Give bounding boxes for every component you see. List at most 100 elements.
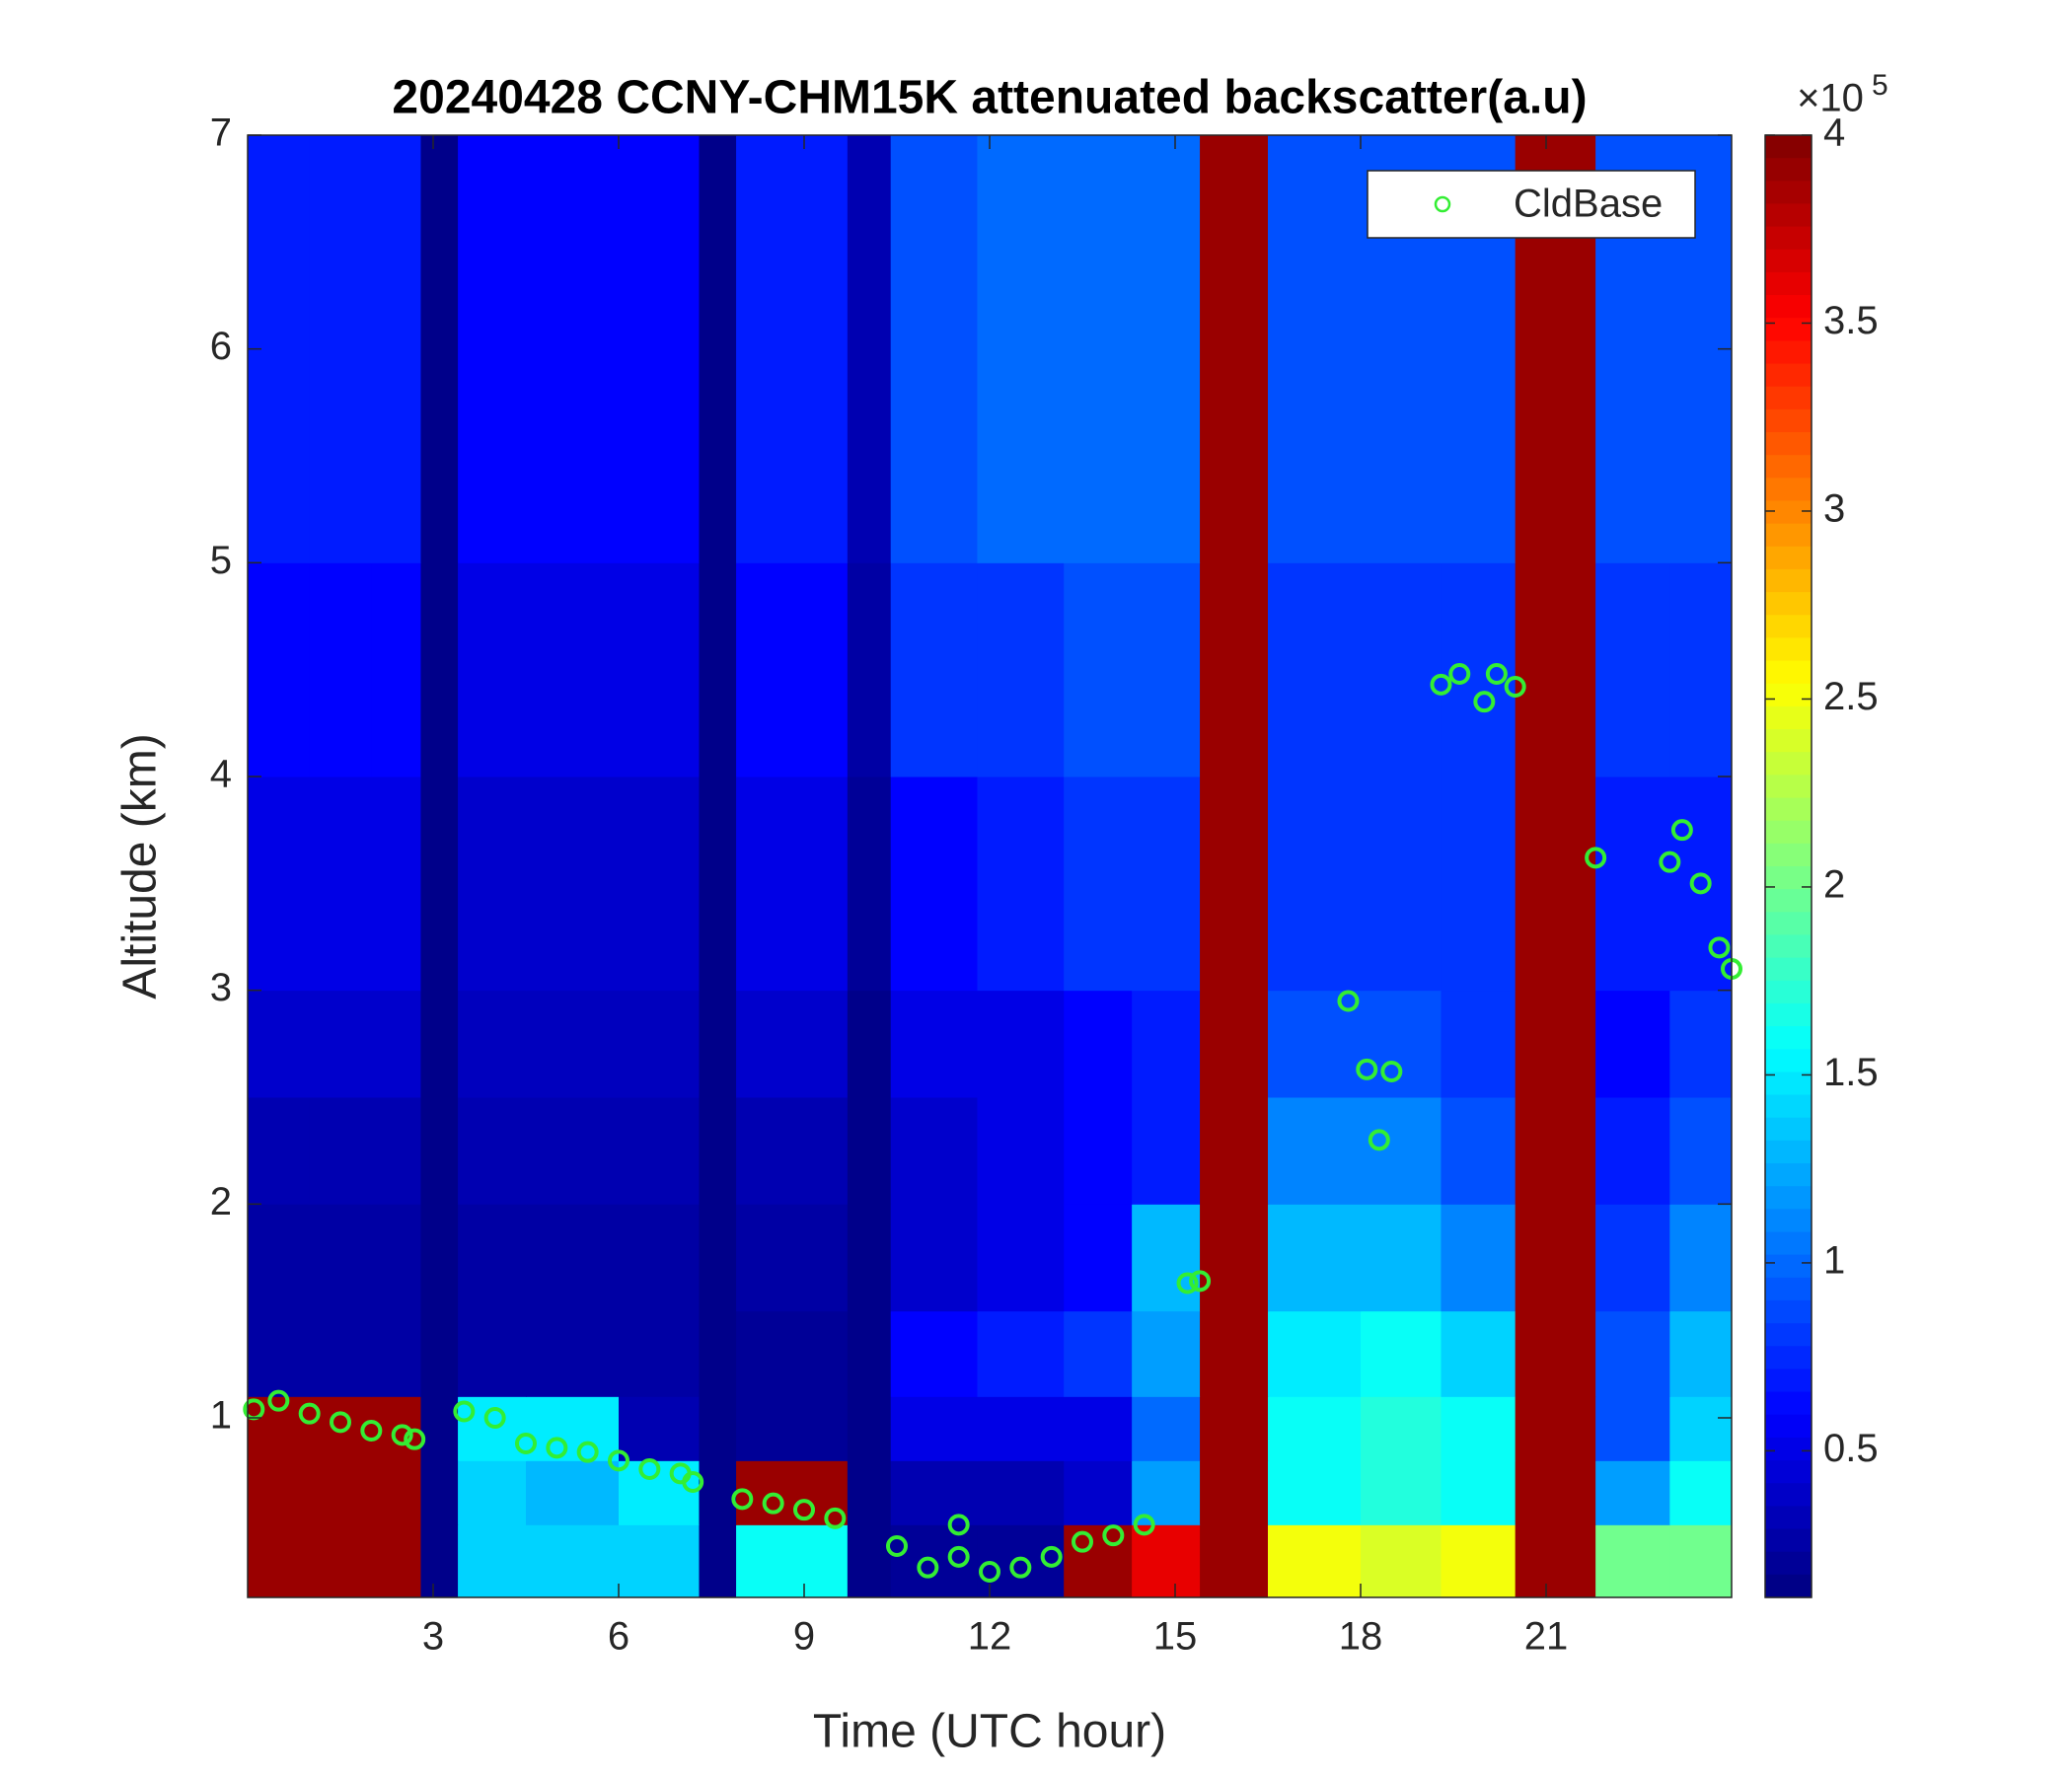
- colorbar-swatch: [1765, 271, 1812, 296]
- heatmap-cell: [458, 1204, 527, 1312]
- heatmap-cell: [977, 1204, 1065, 1312]
- heatmap-cell: [309, 562, 372, 777]
- heatmap-cell: [309, 1204, 372, 1312]
- colorbar-swatch: [1765, 1437, 1812, 1461]
- colorbar-swatch: [1765, 181, 1812, 205]
- colorbar-swatch: [1765, 1391, 1812, 1416]
- heatmap-cell: [736, 135, 849, 563]
- heatmap-cell: [890, 135, 978, 563]
- heatmap-cell: [977, 990, 1065, 1098]
- cloud-base-point: [453, 1400, 476, 1423]
- heatmap-cell: [458, 990, 527, 1098]
- heatmap-cell: [736, 1097, 849, 1205]
- x-tick-label: 6: [608, 1615, 629, 1659]
- heatmap-cell: [1595, 562, 1670, 777]
- colorbar-swatch: [1765, 637, 1812, 662]
- colorbar-swatch: [1765, 1094, 1812, 1119]
- colorbar-swatch: [1765, 340, 1812, 365]
- colorbar-swatch: [1765, 1574, 1812, 1598]
- y-tick-label: 2: [210, 1180, 232, 1223]
- colorbar-swatch: [1765, 523, 1812, 548]
- colorbar-swatch: [1765, 386, 1812, 410]
- heatmap-cell: [1515, 990, 1596, 1098]
- cloud-base-point: [762, 1492, 784, 1515]
- colorbar-swatch: [1765, 797, 1812, 822]
- heatmap-cell: [1515, 1204, 1596, 1312]
- heatmap-cell: [1064, 1204, 1133, 1312]
- heatmap-cell: [977, 562, 1065, 777]
- heatmap-cell: [371, 777, 421, 992]
- heatmap-cell: [619, 777, 700, 992]
- heatmap-cell: [309, 1310, 372, 1397]
- colorbar-tick-label: 3: [1823, 487, 1845, 531]
- colorbar-swatch: [1765, 615, 1812, 639]
- colorbar-swatch: [1765, 1254, 1812, 1279]
- colorbar-swatch: [1765, 889, 1812, 913]
- heatmap-cell: [309, 990, 372, 1098]
- colorbar-swatch: [1765, 203, 1812, 228]
- colorbar-swatch: [1765, 135, 1812, 159]
- cloud-base-point: [947, 1545, 970, 1568]
- heatmap-cell: [1132, 1396, 1201, 1461]
- heatmap-cell: [1200, 1310, 1269, 1397]
- heatmap-cell: [371, 1460, 421, 1525]
- colorbar-frame: [1764, 134, 1813, 1598]
- cloud-base-point: [1009, 1556, 1032, 1579]
- cloud-base-point: [1670, 819, 1693, 842]
- heatmap-cell: [1441, 1204, 1517, 1312]
- heatmap-cell: [309, 777, 372, 992]
- heatmap-cell: [458, 1097, 527, 1205]
- heatmap-cell: [458, 1396, 527, 1461]
- cloud-base-point: [1689, 872, 1712, 895]
- heatmap-cell: [1268, 135, 1362, 563]
- heatmap-cell: [977, 1396, 1065, 1461]
- heatmap-cell: [248, 562, 311, 777]
- colorbar-swatch: [1765, 1117, 1812, 1142]
- y-tick-label: 5: [210, 539, 232, 582]
- heatmap-cell: [1595, 1204, 1670, 1312]
- heatmap-cell: [847, 562, 892, 777]
- heatmap-cell: [1064, 1310, 1133, 1397]
- heatmap-cell: [1669, 777, 1733, 992]
- heatmap-cell: [1268, 1097, 1362, 1205]
- heatmap-cell: [699, 1097, 737, 1205]
- heatmap-cell: [699, 1524, 737, 1598]
- legend-label: CldBase: [1514, 183, 1663, 226]
- x-tick-label: 21: [1524, 1615, 1569, 1659]
- cloud-base-point: [1337, 990, 1360, 1012]
- heatmap-cell: [371, 1204, 421, 1312]
- colorbar-swatch: [1765, 1551, 1812, 1576]
- cloud-base-point: [1380, 1061, 1403, 1082]
- heatmap-cell: [458, 562, 527, 777]
- y-tick-label: 3: [210, 966, 232, 1009]
- heatmap-cell: [420, 1097, 459, 1205]
- heatmap-cell: [248, 990, 311, 1098]
- heatmap-cell: [526, 1460, 620, 1525]
- heatmap-cell: [526, 777, 620, 992]
- heatmap-cell: [699, 135, 737, 563]
- heatmap-cell: [309, 1460, 372, 1525]
- heatmap-cell: [1595, 1097, 1670, 1205]
- heatmap-cell: [526, 135, 620, 563]
- cloud-base-point: [330, 1411, 351, 1434]
- colorbar-swatch: [1765, 1299, 1812, 1324]
- heatmap-cell: [619, 562, 700, 777]
- cloud-base-point: [483, 1407, 506, 1429]
- heatmap-cell: [847, 777, 892, 992]
- colorbar-swatch: [1765, 318, 1812, 342]
- heatmap-cell: [1132, 1204, 1201, 1312]
- heatmap-cell: [1064, 1097, 1133, 1205]
- heatmap-cell: [371, 1524, 421, 1598]
- heatmap-cell: [420, 777, 459, 992]
- colorbar-swatch: [1765, 843, 1812, 867]
- heatmap-cell: [977, 777, 1065, 992]
- heatmap-cell: [1515, 1460, 1596, 1525]
- x-tick-label: 12: [968, 1615, 1012, 1659]
- heatmap-cell: [1132, 1097, 1201, 1205]
- colorbar-swatch: [1765, 455, 1812, 479]
- heatmap-cell: [736, 777, 849, 992]
- x-tick-label: 9: [793, 1615, 815, 1659]
- heatmap-cell: [847, 1204, 892, 1312]
- heatmap-cell: [699, 777, 737, 992]
